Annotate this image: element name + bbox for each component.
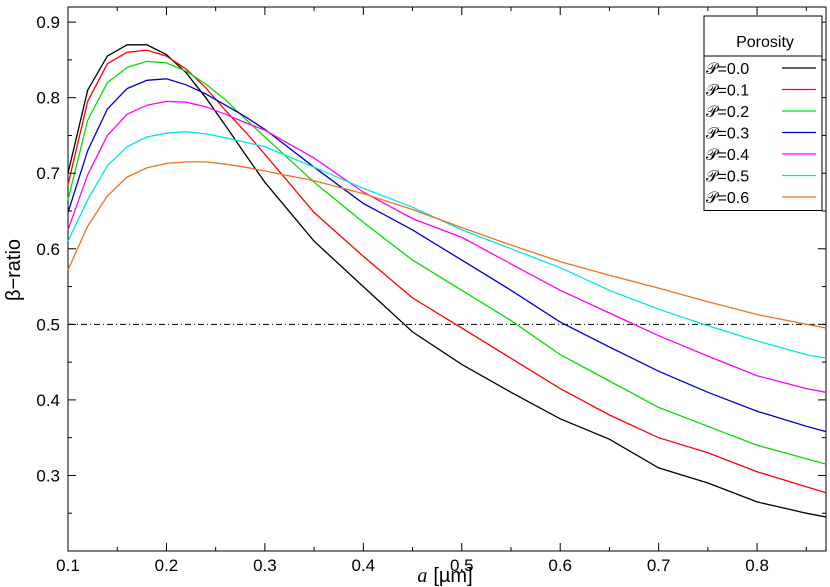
series-group <box>67 44 827 518</box>
legend-label: 𝒫=0.5 <box>706 169 749 186</box>
legend-label: 𝒫=0.1 <box>706 83 749 100</box>
plot-border <box>67 6 827 552</box>
series-line <box>67 49 827 494</box>
y-tick-label: 0.5 <box>36 315 60 334</box>
legend-title: Porosity <box>736 34 794 51</box>
y-tick-label: 0.8 <box>36 89 60 108</box>
plot-frame <box>67 6 827 552</box>
series-line <box>67 161 827 329</box>
series-line <box>67 44 827 518</box>
ticks-group <box>67 7 826 551</box>
legend: Porosity 𝒫=0.0 𝒫=0.1 𝒫=0.2 𝒫=0.3 𝒫=0.4 𝒫=0.5 𝒫=… <box>703 15 823 211</box>
legend-box <box>703 15 823 211</box>
legend-label: 𝒫=0.4 <box>706 147 749 164</box>
x-tick-label: 0.6 <box>548 556 572 575</box>
legend-label: 𝒫=0.0 <box>706 61 749 78</box>
series-line <box>67 100 827 393</box>
y-tick-label: 0.3 <box>36 466 60 485</box>
legend-label: 𝒫=0.6 <box>706 190 749 207</box>
legend-label: 𝒫=0.3 <box>706 126 749 143</box>
x-axis-title: a [µm] <box>417 565 472 587</box>
x-tick-label: 0.8 <box>745 556 769 575</box>
y-tick-label: 0.7 <box>36 164 60 183</box>
x-tick-label: 0.3 <box>253 556 277 575</box>
x-axis-unit: [µm] <box>433 565 472 587</box>
series-line <box>67 60 827 465</box>
x-tick-label: 0.1 <box>56 556 80 575</box>
y-tick-label: 0.4 <box>36 391 60 410</box>
x-tick-label: 0.5 <box>450 556 474 575</box>
tick-labels: 0.1 0.2 0.3 0.4 0.5 0.6 0.7 0.8 0.3 0.4 0.5 0.6 0.7 0… <box>36 13 769 575</box>
y-axis-title: β−ratio <box>3 239 25 301</box>
series-line <box>67 131 827 359</box>
x-tick-label: 0.7 <box>647 556 671 575</box>
x-tick-label: 0.4 <box>352 556 376 575</box>
legend-label: 𝒫=0.2 <box>706 104 749 121</box>
y-tick-label: 0.9 <box>36 13 60 32</box>
x-tick-label: 0.2 <box>155 556 179 575</box>
y-tick-label: 0.6 <box>36 240 60 259</box>
x-axis-variable: a <box>417 565 427 587</box>
